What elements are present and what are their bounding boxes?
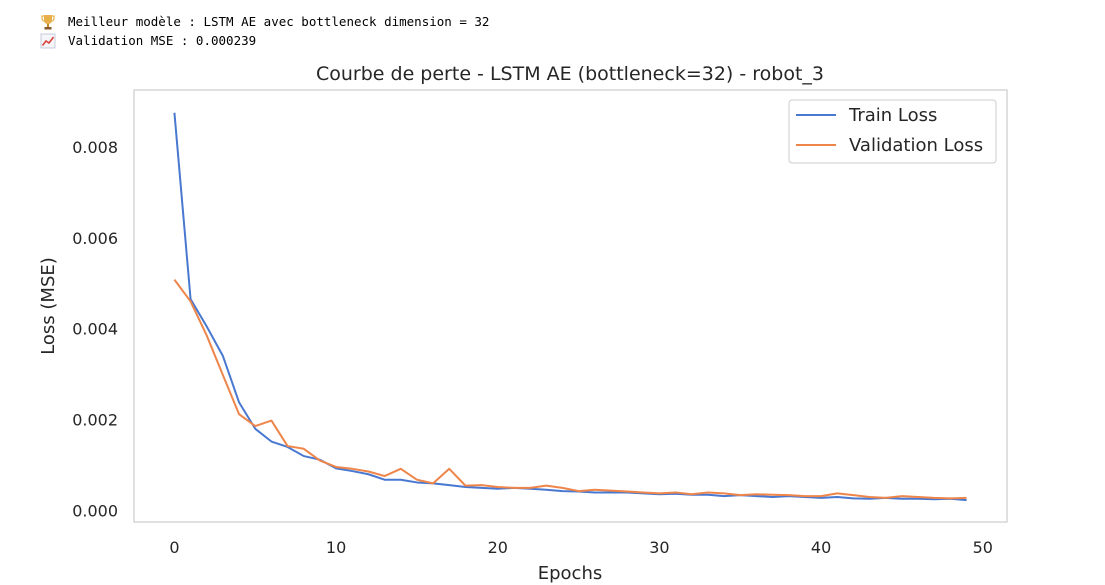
legend-label: Train Loss: [848, 105, 937, 126]
x-tick-label: 0: [169, 538, 179, 557]
x-tick-label: 20: [488, 538, 508, 557]
y-tick-label: 0.004: [72, 320, 118, 339]
plot-area: [133, 89, 1008, 523]
validation-mse-line: Validation MSE : 0.000239: [40, 31, 489, 50]
legend-box: [788, 99, 997, 164]
series-lines: [173, 112, 967, 502]
y-axis-ticks: 0.000 0.002 0.004 0.006 0.008: [72, 138, 118, 521]
y-tick-label: 0.000: [72, 502, 118, 521]
y-axis-label: Loss (MSE): [38, 257, 59, 355]
best-model-text: Meilleur modèle : LSTM AE avec bottlenec…: [68, 14, 490, 29]
output-log: Meilleur modèle : LSTM AE avec bottlenec…: [40, 12, 489, 50]
x-tick-label: 50: [973, 538, 993, 557]
legend-label: Validation Loss: [849, 135, 983, 156]
trophy-icon: [41, 14, 55, 29]
x-tick-label: 40: [811, 538, 831, 557]
chart-increasing-icon: [40, 33, 56, 48]
chart-title: Courbe de perte - LSTM AE (bottleneck=32…: [316, 63, 824, 85]
x-tick-label: 30: [649, 538, 669, 557]
series-line-train-loss: [173, 112, 967, 502]
legend: Train Loss Validation Loss: [788, 99, 997, 164]
series-line-validation-loss: [173, 279, 967, 500]
x-axis-label: Epochs: [538, 563, 603, 584]
y-tick-label: 0.008: [72, 138, 118, 157]
x-tick-label: 10: [326, 538, 346, 557]
best-model-line: Meilleur modèle : LSTM AE avec bottlenec…: [40, 12, 489, 31]
x-axis-ticks: 0 10 20 30 40 50: [169, 538, 993, 557]
y-tick-label: 0.002: [72, 411, 118, 430]
validation-mse-text: Validation MSE : 0.000239: [68, 33, 257, 48]
y-tick-label: 0.006: [72, 229, 118, 248]
